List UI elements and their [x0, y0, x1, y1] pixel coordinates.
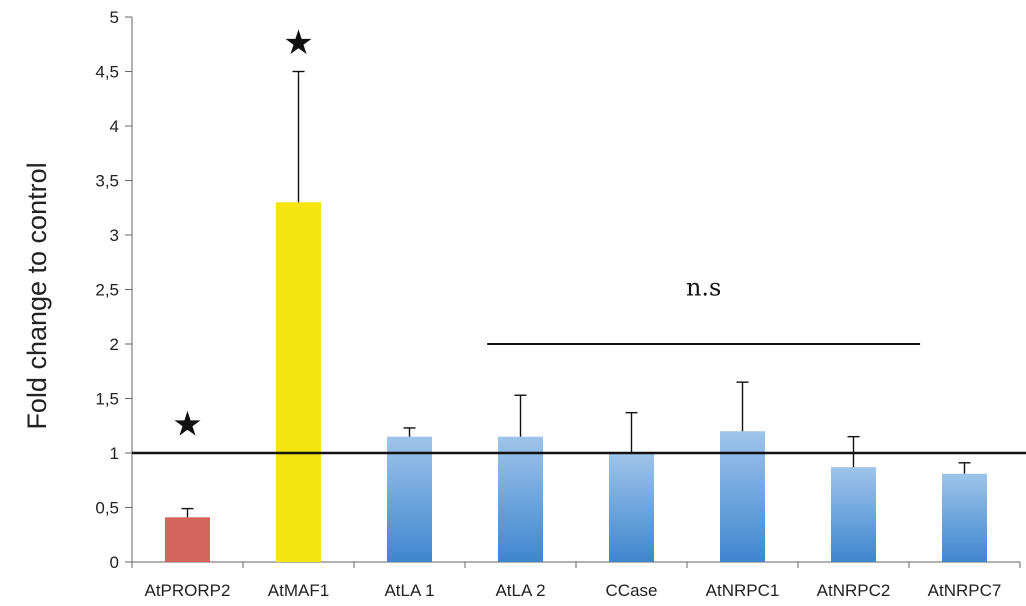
x-tick-label: AtLA 1: [384, 581, 434, 600]
bar-atnrpc7: [942, 473, 987, 562]
bar-atla-2: [498, 436, 543, 562]
bar-atnrpc1: [720, 431, 765, 562]
ns-label: n.s: [686, 273, 721, 301]
x-tick-label: AtLA 2: [495, 581, 545, 600]
annotations: ★ ★ n.s: [132, 23, 1026, 455]
x-tick-label: CCase: [606, 581, 658, 600]
y-tick-label: 3: [110, 226, 119, 245]
axes: 0 0,5 1 1,5 2 2,5 3 3,5 4 4,5 5 AtPRORP2 AtMAF1 AtLA …: [95, 8, 1021, 600]
y-tick-label: 1,5: [95, 390, 119, 409]
bars: [165, 202, 987, 563]
significance-star: ★: [283, 23, 313, 63]
x-tick-label: AtNRPC1: [706, 581, 780, 600]
y-tick-label: 3,5: [95, 172, 119, 191]
y-tick-label: 2: [110, 335, 119, 354]
y-tick-label: 5: [110, 8, 119, 27]
bar-atnrpc2: [831, 467, 876, 562]
x-tick-label: AtMAF1: [268, 581, 329, 600]
bar-atprorp2: [165, 517, 210, 562]
y-tick-label: 2,5: [95, 281, 119, 300]
y-tick-label: 4: [110, 117, 119, 136]
y-tick-label: 1: [110, 444, 119, 463]
error-bars: [181, 70, 971, 518]
bar-ccase: [609, 454, 654, 562]
y-tick-label: 0,5: [95, 499, 119, 518]
bar-atmaf1: [276, 202, 321, 563]
y-tick-label: 4,5: [95, 63, 119, 82]
bar-atla-1: [387, 436, 432, 562]
y-tick-label: 0: [110, 553, 119, 572]
x-tick-label: AtNRPC7: [928, 581, 1002, 600]
x-tick-label: AtPRORP2: [145, 581, 231, 600]
x-tick-label: AtNRPC2: [817, 581, 891, 600]
significance-star: ★: [172, 405, 202, 445]
y-axis-label: Fold change to control: [22, 162, 52, 429]
